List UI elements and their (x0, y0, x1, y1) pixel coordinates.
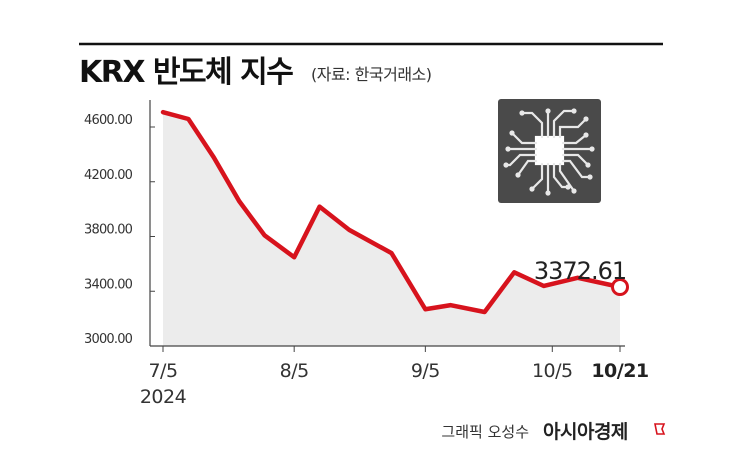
x-tick-year-label: 2024 (140, 386, 187, 408)
brand-logo-text: 아시아경제 (543, 421, 628, 443)
index-line (160, 109, 623, 315)
y-tick-label: 3000.00 (84, 332, 133, 347)
x-tick-label: 9/5 (411, 360, 440, 382)
x-tick-label: 10/5 (532, 360, 573, 382)
chart-subtitle: (자료: 한국거래소) (311, 65, 432, 84)
x-tick-label: 7/5 (148, 360, 177, 382)
y-tick-label: 4200.00 (84, 168, 133, 183)
chart-title: KRX 반도체 지수 (79, 55, 293, 90)
area-fill-layer (163, 112, 620, 346)
x-tick-label: 8/5 (280, 360, 309, 382)
brand-flag-icon (654, 423, 666, 435)
axis-layer: 4600.00 4200.00 3800.00 3400.00 3000.00 7/5 20… (84, 100, 649, 408)
semiconductor-chip-icon (498, 99, 601, 203)
last-point-marker (611, 277, 629, 296)
y-tick-label: 3800.00 (84, 223, 133, 238)
line-layer (160, 109, 629, 315)
x-tick-label: 10/21 (591, 360, 648, 382)
area-fill (163, 112, 620, 346)
y-tick-label: 3400.00 (84, 277, 133, 292)
last-value-callout: 3372.61 (534, 257, 626, 285)
graphic-credit: 그래픽 오성수 (441, 423, 529, 441)
y-tick-label: 4600.00 (84, 113, 133, 128)
